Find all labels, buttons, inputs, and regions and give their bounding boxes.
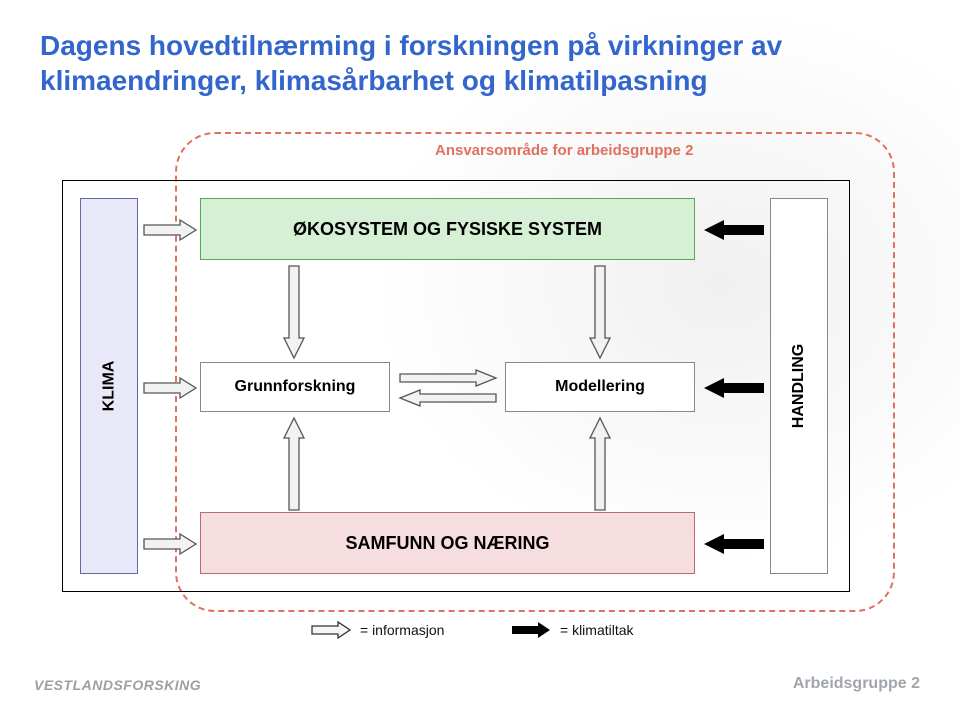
handling-label: HANDLING — [790, 344, 808, 428]
arrow-klima-to-grunn — [142, 376, 198, 400]
modellering-box: Modellering — [505, 362, 695, 412]
legend-tiltak-label: = klimatiltak — [560, 622, 634, 638]
arrow-soc-to-modell — [588, 416, 612, 512]
society-label: SAMFUNN OG NÆRING — [346, 533, 550, 554]
slide: Dagens hovedtilnærming i forskningen på … — [0, 0, 960, 713]
arrow-eco-to-modell — [588, 264, 612, 360]
legend-tiltak: = klimatiltak — [510, 620, 634, 640]
arrow-handling-to-eco — [700, 218, 766, 242]
ecosystem-box: ØKOSYSTEM OG FYSISKE SYSTEM — [200, 198, 695, 260]
modellering-label: Modellering — [555, 378, 645, 396]
arrow-modell-to-grunn — [398, 388, 498, 408]
logo: VESTLANDSFORSKING — [34, 677, 201, 693]
arrow-handling-to-soc — [700, 532, 766, 556]
footer-label: Arbeidsgruppe 2 — [793, 675, 920, 693]
outline-arrow-icon — [310, 620, 352, 640]
arrow-klima-to-soc — [142, 532, 198, 556]
klima-bar: KLIMA — [80, 198, 138, 574]
handling-bar: HANDLING — [770, 198, 828, 574]
page-title: Dagens hovedtilnærming i forskningen på … — [40, 28, 920, 98]
arrow-eco-to-grunn — [282, 264, 306, 360]
arrow-klima-to-eco — [142, 218, 198, 242]
legend-info-label: = informasjon — [360, 622, 444, 638]
arrow-grunn-to-modell — [398, 368, 498, 388]
legend-info: = informasjon — [310, 620, 444, 640]
ecosystem-label: ØKOSYSTEM OG FYSISKE SYSTEM — [293, 219, 602, 240]
arrow-soc-to-grunn — [282, 416, 306, 512]
klima-label: KLIMA — [100, 361, 118, 412]
solid-arrow-icon — [510, 620, 552, 640]
grunnforskning-box: Grunnforskning — [200, 362, 390, 412]
grunnforskning-label: Grunnforskning — [235, 378, 356, 396]
society-box: SAMFUNN OG NÆRING — [200, 512, 695, 574]
arrow-handling-to-modell — [700, 376, 766, 400]
